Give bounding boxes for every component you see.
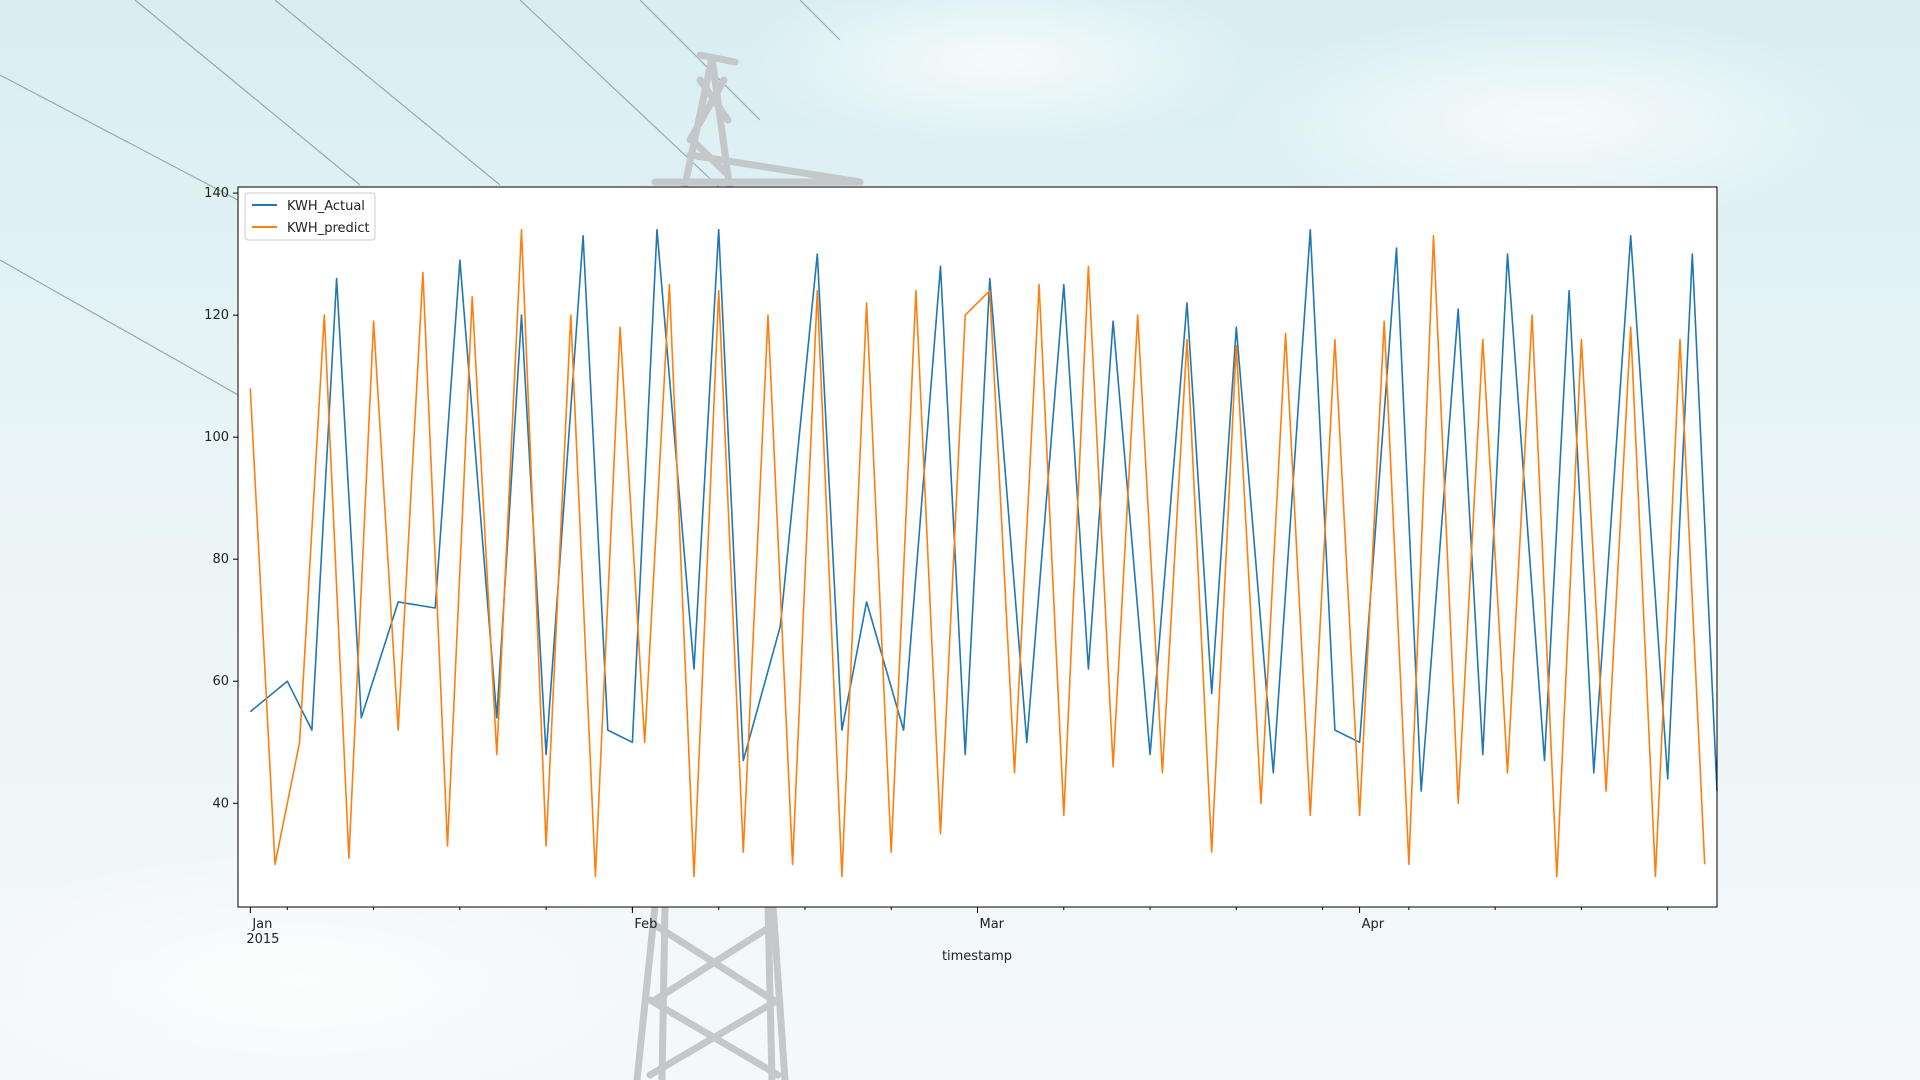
- cloud: [740, 0, 1260, 150]
- legend-box: [244, 192, 376, 241]
- y-tick-label: 100: [204, 430, 229, 445]
- x-tick-sublabel: 2015: [246, 932, 279, 947]
- x-tick-label: Apr: [1362, 917, 1385, 932]
- legend-label-actual: KWH_Actual: [287, 199, 365, 214]
- transmission-tower: [633, 51, 864, 1080]
- power-lines: [0, 0, 841, 431]
- legend-label-predict: KWH_predict: [287, 221, 370, 236]
- series-layer: [249, 228, 1718, 878]
- x-tick-label: Feb: [634, 917, 657, 932]
- series-line-kwh-predict: [249, 228, 1706, 878]
- x-tick-label: Mar: [980, 917, 1005, 932]
- y-tick-label: 120: [204, 308, 229, 323]
- cloud: [1230, 10, 1870, 230]
- cloud: [0, 850, 680, 1080]
- x-tick-label: Jan: [251, 917, 272, 932]
- y-axis: 40 60 80 100 120 140: [204, 186, 238, 811]
- y-tick-label: 40: [212, 796, 229, 811]
- y-tick-label: 60: [212, 674, 229, 689]
- plot-area: [238, 187, 1717, 907]
- y-tick-label: 140: [204, 186, 229, 201]
- y-tick-label: 80: [212, 552, 229, 567]
- legend: KWH_Actual KWH_predict: [244, 192, 376, 241]
- x-axis-label: timestamp: [942, 949, 1012, 964]
